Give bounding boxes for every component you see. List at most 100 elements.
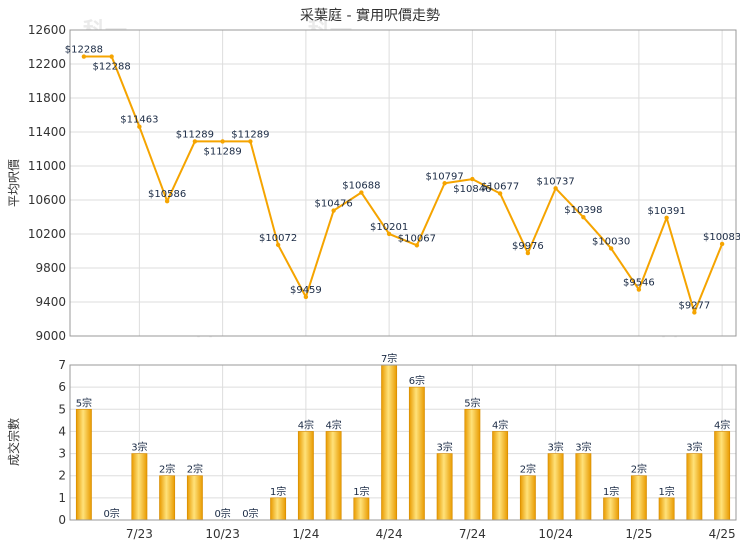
volume-data-label: 3宗 <box>436 441 452 454</box>
volume-data-label: 3宗 <box>575 441 591 454</box>
price-point <box>303 294 309 300</box>
volume-data-label: 0宗 <box>242 507 258 520</box>
price-plot-frame <box>69 29 737 337</box>
volume-bar <box>436 453 453 521</box>
volume-bar <box>297 431 314 521</box>
volume-bar <box>408 386 425 521</box>
chart-title: 采葉庭 - 實用呎價走勢 <box>300 7 440 24</box>
price-data-label: $11289 <box>231 129 269 140</box>
price-data-label: $10391 <box>648 206 686 217</box>
x-tick-label: 4/25 <box>709 527 736 541</box>
price-point <box>248 139 253 144</box>
volume-tick-label: 7 <box>58 358 66 372</box>
price-tick-label: 9400 <box>35 295 66 309</box>
volume-panel: 0 1 2 3 4 5 6 7 5宗 0宗 3宗 2宗 2宗 0宗 0宗 1宗 4宗 4宗 1宗 7宗 6宗 3宗 5宗 4宗… <box>58 352 737 541</box>
volume-bar <box>603 497 620 521</box>
volume-bar <box>270 497 287 521</box>
x-tick-label: 10/23 <box>205 527 240 541</box>
x-tick-label: 4/24 <box>376 527 403 541</box>
x-tick-label: 1/24 <box>292 527 319 541</box>
price-point <box>109 54 114 59</box>
price-data-label: $10067 <box>398 233 436 244</box>
price-point <box>581 214 586 220</box>
price-tick-label: 12200 <box>28 57 66 71</box>
price-data-label: $10677 <box>481 181 519 192</box>
volume-data-label: 0宗 <box>103 507 119 520</box>
price-point <box>414 243 420 248</box>
volume-tick-label: 6 <box>58 380 66 394</box>
price-tick-label: 11000 <box>28 159 66 173</box>
volume-bar <box>714 431 731 521</box>
volume-bar <box>686 453 703 521</box>
x-tick-label: 7/24 <box>459 527 486 541</box>
price-point <box>497 191 503 196</box>
volume-data-label: 3宗 <box>686 441 702 454</box>
price-point <box>470 176 475 182</box>
price-data-label: $10083 <box>703 232 740 243</box>
volume-data-label: 4宗 <box>325 418 341 431</box>
volume-bar <box>630 475 647 521</box>
volume-bar <box>658 497 675 521</box>
volume-data-label: 2宗 <box>159 463 175 476</box>
price-point <box>386 231 392 237</box>
price-plot-area <box>70 30 736 336</box>
price-data-label: $10846 <box>453 184 491 195</box>
price-data-label: $9976 <box>512 241 544 252</box>
volume-data-label: 2宗 <box>631 463 647 476</box>
volume-data-label: 7宗 <box>381 352 397 365</box>
volume-tick-label: 0 <box>58 513 66 527</box>
volume-bar <box>186 475 203 521</box>
volume-tick-label: 4 <box>58 424 66 438</box>
price-data-label: $11289 <box>204 146 242 157</box>
volume-data-label: 2宗 <box>520 463 536 476</box>
price-point <box>692 310 697 315</box>
volume-tick-label: 1 <box>58 491 66 505</box>
price-data-label: $10688 <box>342 181 380 192</box>
volume-plot-frame <box>69 364 737 521</box>
volume-plot-area <box>70 365 736 520</box>
price-data-label: $10398 <box>564 205 602 216</box>
price-tick-label: 9000 <box>35 329 66 343</box>
price-data-label: $11463 <box>120 115 158 126</box>
price-data-label: $10030 <box>592 236 630 247</box>
volume-data-label: 5宗 <box>464 396 480 409</box>
volume-bar <box>464 408 481 521</box>
volume-bar <box>131 453 148 521</box>
volume-data-label: 2宗 <box>187 463 203 476</box>
price-tick-label: 11800 <box>28 91 66 105</box>
price-point <box>442 181 447 186</box>
price-point <box>525 250 531 256</box>
volume-data-label: 1宗 <box>353 485 369 498</box>
volume-data-label: 1宗 <box>603 485 619 498</box>
price-point <box>608 246 614 251</box>
volume-data-label: 5宗 <box>76 396 92 409</box>
volume-bar <box>547 453 564 521</box>
price-point <box>220 139 225 144</box>
price-point <box>636 287 642 292</box>
price-axis-label: 平均呎價 <box>7 159 21 207</box>
volume-tick-label: 2 <box>58 469 66 483</box>
price-data-label: $10586 <box>148 189 186 200</box>
price-data-label: $10737 <box>537 176 575 187</box>
price-point <box>81 54 87 59</box>
price-tick-label: 9800 <box>35 261 66 275</box>
price-tick-label: 12600 <box>28 23 66 37</box>
volume-bar <box>575 453 592 521</box>
volume-data-label: 1宗 <box>658 485 674 498</box>
price-point <box>192 139 198 144</box>
volume-bar <box>353 497 370 521</box>
volume-data-label: 4宗 <box>298 418 314 431</box>
volume-data-label: 0宗 <box>214 507 230 520</box>
volume-data-label: 1宗 <box>270 485 286 498</box>
price-data-label: $9546 <box>623 278 655 289</box>
price-data-label: $10476 <box>315 199 353 210</box>
price-data-label: $10201 <box>370 222 408 233</box>
price-point <box>164 198 170 204</box>
volume-bar <box>75 408 92 521</box>
price-point <box>664 215 669 220</box>
volume-data-label: 3宗 <box>547 441 563 454</box>
volume-tick-label: 5 <box>58 402 66 416</box>
price-point <box>719 241 725 247</box>
price-data-label: $9459 <box>290 285 322 296</box>
